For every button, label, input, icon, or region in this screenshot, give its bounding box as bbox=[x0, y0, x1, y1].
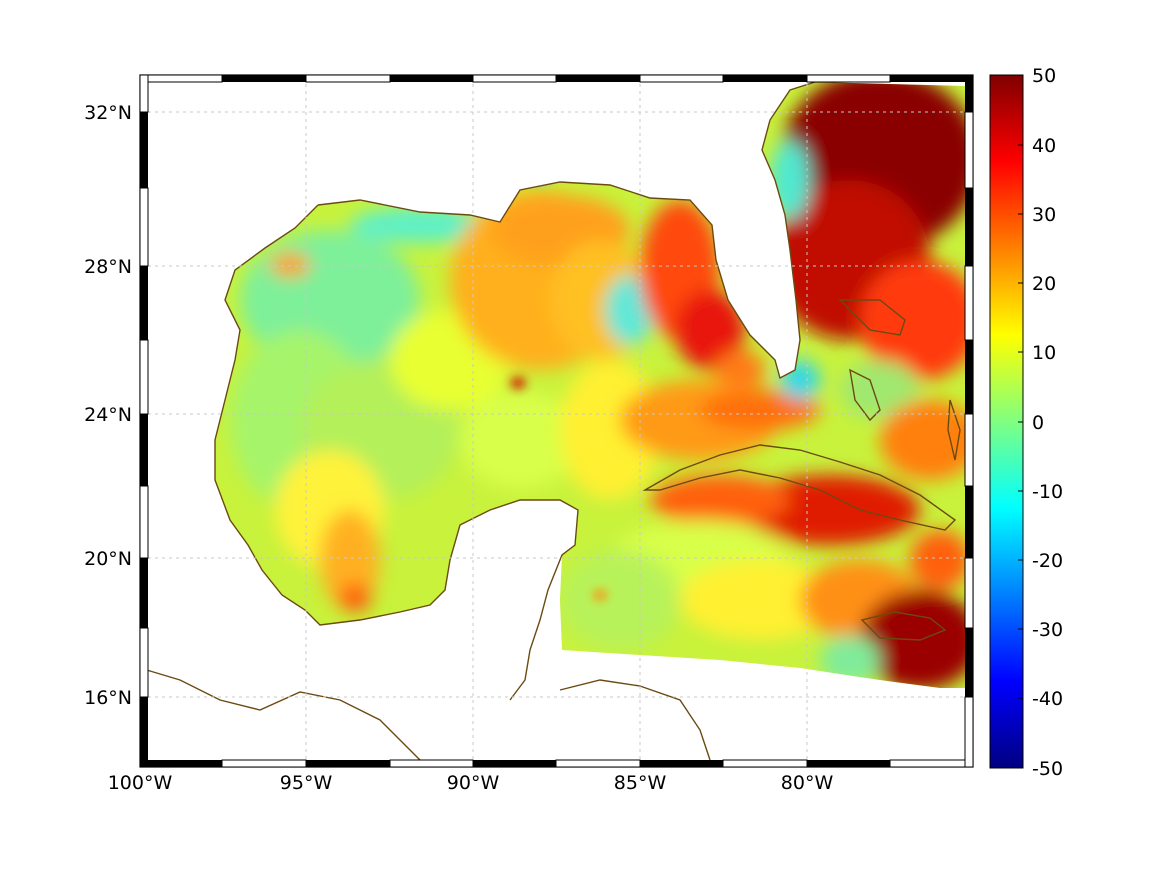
lat-label-16n: 16°N bbox=[84, 687, 132, 709]
colorbar-label-minus-30: -30 bbox=[1032, 619, 1063, 641]
lon-label-85w: 85°W bbox=[614, 772, 667, 794]
colorbar-label-50: 50 bbox=[1032, 65, 1056, 87]
colorbar-label-0: 0 bbox=[1032, 412, 1044, 434]
coastline bbox=[139, 81, 961, 761]
colorbar-label-40: 40 bbox=[1032, 135, 1056, 157]
lon-label-80w: 80°W bbox=[781, 772, 834, 794]
colorbar-label-30: 30 bbox=[1032, 204, 1056, 226]
lat-label-28n: 28°N bbox=[84, 256, 132, 278]
graticule bbox=[141, 77, 972, 766]
lat-label-20n: 20°N bbox=[84, 548, 132, 570]
colorbar-label-minus-10: -10 bbox=[1032, 481, 1063, 503]
colorbar-label-10: 10 bbox=[1032, 342, 1056, 364]
lon-label-100w: 100°W bbox=[108, 772, 173, 794]
colorbar-label-20: 20 bbox=[1032, 273, 1056, 295]
map-frame bbox=[139, 74, 974, 768]
colorbar: 50 40 30 20 10 0 -10 -20 -30 -40 -50 bbox=[989, 65, 1063, 780]
lat-labels: 32°N 28°N 24°N 20°N 16°N bbox=[84, 102, 132, 709]
colorbar-label-minus-50: -50 bbox=[1032, 758, 1063, 780]
lat-label-24n: 24°N bbox=[84, 404, 132, 426]
lon-label-95w: 95°W bbox=[280, 772, 333, 794]
colorbar-label-minus-20: -20 bbox=[1032, 550, 1063, 572]
lat-label-32n: 32°N bbox=[84, 102, 132, 124]
sea-surface-field bbox=[215, 82, 965, 688]
lon-labels: 100°W 95°W 90°W 85°W 80°W bbox=[108, 772, 834, 794]
lon-label-90w: 90°W bbox=[447, 772, 500, 794]
colorbar-label-minus-40: -40 bbox=[1032, 688, 1063, 710]
colorbar-ticks bbox=[1018, 144, 1023, 699]
